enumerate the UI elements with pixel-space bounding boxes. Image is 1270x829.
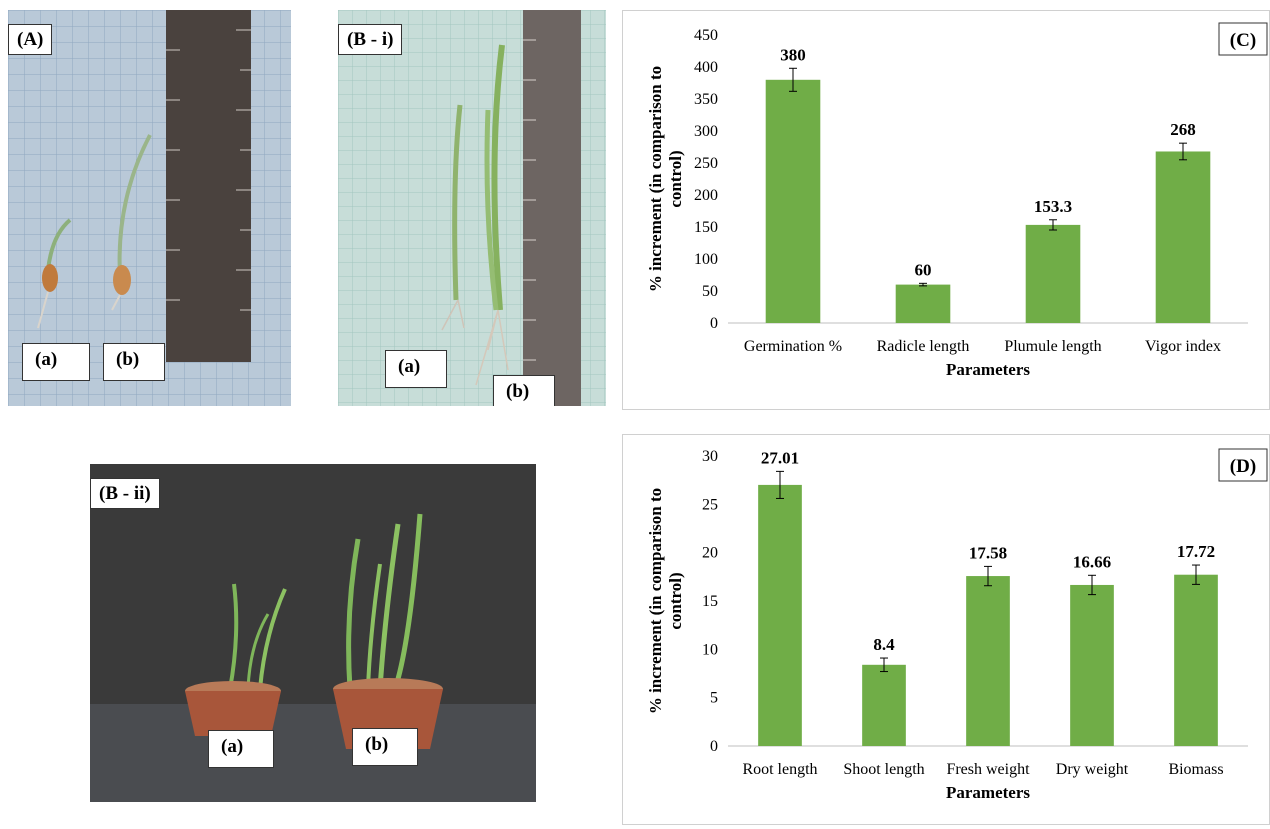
chart-c: 0 50 100 150 200 250 300 350 400 450 380 Germinatio… (646, 22, 1268, 379)
y-tick-label: 150 (694, 219, 718, 236)
bar (1174, 574, 1218, 746)
panel-label-box (1218, 22, 1268, 56)
panel-a-photo: (A) (a) (b) (8, 10, 291, 406)
x-tick-label: Vigor index (1145, 338, 1221, 355)
x-tick-label: Plumule length (1004, 338, 1101, 355)
seedling-photo-a (8, 10, 291, 406)
y-tick-label: 400 (694, 59, 718, 76)
y-tick-label: 20 (702, 545, 718, 562)
x-tick-label: Dry weight (1056, 761, 1129, 778)
panel-bii-label: (B - ii) (90, 478, 160, 509)
data-label: 60 (915, 260, 932, 279)
y-tick-label: 10 (702, 641, 718, 658)
y-tick-label: 450 (694, 27, 718, 44)
y-tick-label: 0 (710, 315, 718, 332)
y-tick-label: 250 (694, 155, 718, 172)
panel-bi-sub-b-label: (b) (493, 375, 555, 406)
y-axis-title-line1: % increment (in comparison to (646, 488, 665, 714)
panel-label: (C) (1230, 30, 1256, 51)
y-axis-title-line1: % increment (in comparison to (646, 66, 665, 292)
x-tick-label: Radicle length (877, 338, 970, 355)
x-tick-label: Fresh weight (946, 761, 1030, 778)
y-tick-label: 100 (694, 251, 718, 268)
data-label: 17.72 (1177, 542, 1215, 561)
data-label: 17.58 (969, 543, 1007, 562)
panel-bii-sub-b-label: (b) (352, 728, 418, 766)
panel-a-sub-b-label: (b) (103, 343, 165, 381)
data-label: 8.4 (873, 635, 895, 654)
chart-d: 0 5 10 15 20 25 30 27.01 Root length 8.4 Shoot len… (646, 448, 1268, 802)
data-label: 16.66 (1073, 552, 1111, 571)
x-tick-label: Shoot length (843, 761, 924, 778)
bar (765, 79, 821, 323)
bar (895, 284, 951, 323)
data-label: 153.3 (1034, 197, 1072, 216)
x-axis-title: Parameters (946, 360, 1030, 379)
y-tick-label: 15 (702, 593, 718, 610)
pot-photo-bii (90, 464, 536, 802)
data-label: 27.01 (761, 448, 799, 467)
panel-bii-photo: (B - ii) (a) (b) (90, 464, 536, 802)
bar (1025, 224, 1081, 323)
x-tick-label: Germination % (744, 338, 842, 355)
x-axis-title: Parameters (946, 783, 1030, 802)
panel-bi-label: (B - i) (338, 24, 403, 55)
panel-a-label: (A) (8, 24, 53, 55)
panel-a-sub-a-label: (a) (22, 343, 90, 381)
panel-label-box (1218, 448, 1268, 482)
panel-bi-photo: (B - i) (a) (b) (338, 10, 606, 406)
x-tick-label: Root length (742, 761, 817, 778)
bar (862, 664, 906, 746)
bar (966, 576, 1010, 746)
data-label: 268 (1170, 120, 1196, 139)
y-tick-label: 50 (702, 283, 718, 300)
y-tick-label: 0 (710, 738, 718, 755)
seedling-photo-bi (338, 10, 606, 406)
data-label: 380 (780, 45, 806, 64)
chart-c-box: 0 50 100 150 200 250 300 350 400 450 380 Germinatio… (622, 10, 1270, 410)
bar (758, 484, 802, 746)
y-axis-title-line2: control) (666, 150, 685, 207)
panel-label: (D) (1230, 456, 1256, 477)
panel-bi-sub-a-label: (a) (385, 350, 447, 388)
y-axis-title-line2: control) (666, 572, 685, 629)
x-tick-label: Biomass (1168, 761, 1223, 778)
y-tick-label: 30 (702, 448, 718, 465)
y-tick-label: 350 (694, 91, 718, 108)
y-tick-label: 25 (702, 496, 718, 513)
y-tick-label: 300 (694, 123, 718, 140)
bar (1070, 584, 1114, 746)
bar (1155, 151, 1211, 323)
chart-d-box: 0 5 10 15 20 25 30 27.01 Root length 8.4 Shoot len… (622, 434, 1270, 825)
y-tick-label: 5 (710, 690, 718, 707)
panel-bii-sub-a-label: (a) (208, 730, 274, 768)
y-tick-label: 200 (694, 187, 718, 204)
